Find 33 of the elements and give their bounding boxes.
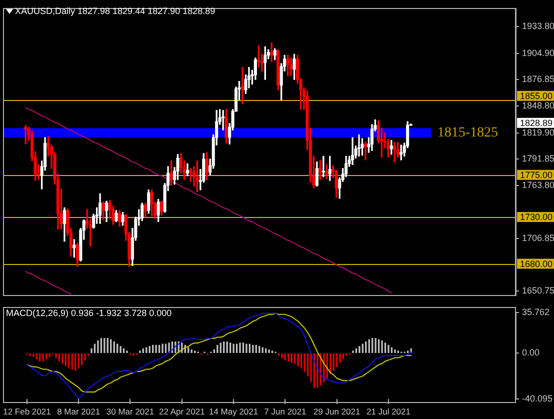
candlestick bbox=[351, 137, 354, 165]
y-tick-label: 1933.80 bbox=[522, 20, 554, 31]
y-tick-label: 0.00 bbox=[522, 348, 540, 358]
ref-line-label: 1730.00 bbox=[520, 212, 553, 222]
candlestick bbox=[240, 67, 244, 104]
ref-line-label: 1775.00 bbox=[520, 170, 553, 180]
x-tick-label: 8 Mar 2021 bbox=[57, 406, 100, 416]
x-tick-label: 7 Jun 2021 bbox=[264, 406, 306, 416]
y-tick-label: 1904.90 bbox=[522, 48, 554, 58]
ref-line-label: 1855.00 bbox=[520, 90, 553, 101]
candlestick bbox=[357, 134, 361, 157]
x-tick-label: 22 Apr 2021 bbox=[158, 406, 206, 416]
band-label: 1815-1825 bbox=[437, 125, 498, 140]
x-tick-label: 30 Mar 2021 bbox=[106, 406, 154, 416]
x-tick-label: 29 Jun 2021 bbox=[313, 406, 361, 416]
y-tick-label: -40.095 bbox=[522, 393, 553, 404]
y-tick-label: 1791.85 bbox=[522, 154, 554, 164]
chart-title: MACD(12,26,9) 0.936 -1.932 3.728 0.000 bbox=[6, 308, 172, 319]
y-tick-label: 1819.90 bbox=[522, 127, 554, 138]
y-tick-label: 1876.85 bbox=[522, 74, 554, 84]
x-tick-label: 14 May 2021 bbox=[208, 406, 258, 416]
chart-title: XAUUSD,Daily 1827.98 1829.44 1827.90 1828.89 bbox=[15, 6, 216, 17]
x-tick-label: 21 Jul 2021 bbox=[366, 406, 411, 416]
candlestick bbox=[222, 110, 225, 130]
y-tick-label: 1650.75 bbox=[522, 286, 554, 296]
y-tick-label: 1763.80 bbox=[522, 180, 554, 190]
y-tick-label: 35.762 bbox=[522, 306, 550, 317]
y-tick-label: 1848.80 bbox=[522, 100, 554, 110]
x-tick-label: 12 Feb 2021 bbox=[3, 406, 52, 416]
text: 1828.89 bbox=[520, 118, 553, 128]
y-tick-label: 1706.85 bbox=[522, 233, 554, 244]
candlestick bbox=[364, 142, 368, 160]
ref-line-label: 1680.00 bbox=[520, 258, 553, 269]
